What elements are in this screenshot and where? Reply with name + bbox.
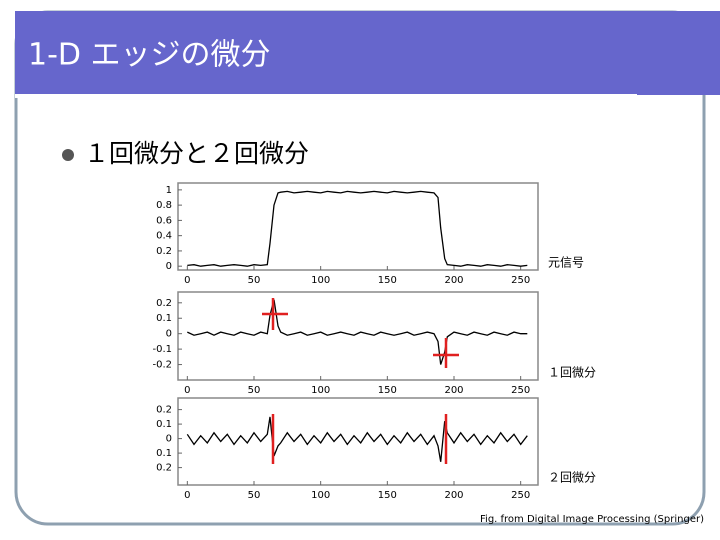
x-tick-label: 200 [444, 490, 463, 501]
y-tick-label: 0.4 [156, 231, 172, 242]
x-tick-label: 150 [378, 490, 397, 501]
bullet-text: １回微分と２回微分 [84, 139, 309, 168]
chart-label: １回微分 [548, 366, 596, 380]
y-tick-label: 0.2 [156, 246, 172, 257]
y-tick-label: 0.2 [156, 463, 172, 474]
caption: Fig. from Digital Image Processing (Spri… [480, 514, 704, 525]
y-tick-label: 0.2 [156, 405, 172, 416]
annotations [262, 298, 459, 464]
y-tick-label: 0.2 [156, 298, 172, 309]
y-tick-label: 0.1 [156, 313, 172, 324]
x-tick-label: 250 [511, 490, 530, 501]
y-tick-label: 0.6 [156, 215, 172, 226]
x-tick-label: 50 [248, 385, 261, 396]
slide-title: 1-D エッジの微分 [28, 38, 271, 73]
x-tick-label: 150 [378, 385, 397, 396]
x-tick-label: 50 [248, 275, 261, 286]
chart-label: 元信号 [548, 256, 584, 270]
y-tick-label: 0.1 [156, 448, 172, 459]
x-tick-label: 100 [311, 275, 330, 286]
x-tick-label: 100 [311, 385, 330, 396]
x-tick-label: 250 [511, 275, 530, 286]
x-tick-label: 0 [184, 385, 190, 396]
title-bar [15, 11, 720, 95]
y-tick-label: 1 [166, 185, 172, 196]
y-tick-label: 0.8 [156, 200, 172, 211]
plot-frame [177, 291, 539, 381]
x-tick-label: 150 [378, 275, 397, 286]
plot-frame [177, 182, 539, 271]
y-tick-label: 0 [166, 434, 172, 445]
y-tick-label: 0.1 [156, 419, 172, 430]
charts: 0 0.2 0.4 0.6 0.8 1 0 50 100 150 200 250 元信号 -0.2 -0.1… [152, 182, 596, 501]
bullet-dot [62, 149, 74, 161]
y-tick-label: -0.2 [152, 360, 172, 371]
x-tick-label: 0 [184, 490, 190, 501]
x-tick-label: 50 [248, 490, 261, 501]
y-tick-label: 0 [166, 329, 172, 340]
signal-line [186, 416, 528, 462]
signal-line [187, 299, 528, 365]
chart-label: ２回微分 [548, 471, 596, 485]
x-tick-label: 200 [444, 385, 463, 396]
x-tick-label: 250 [511, 385, 530, 396]
x-tick-label: 200 [444, 275, 463, 286]
y-tick-label: -0.1 [152, 344, 172, 355]
signal-line [187, 190, 528, 267]
x-tick-label: 100 [311, 490, 330, 501]
y-tick-label: 0 [166, 261, 172, 272]
x-tick-label: 0 [184, 275, 190, 286]
